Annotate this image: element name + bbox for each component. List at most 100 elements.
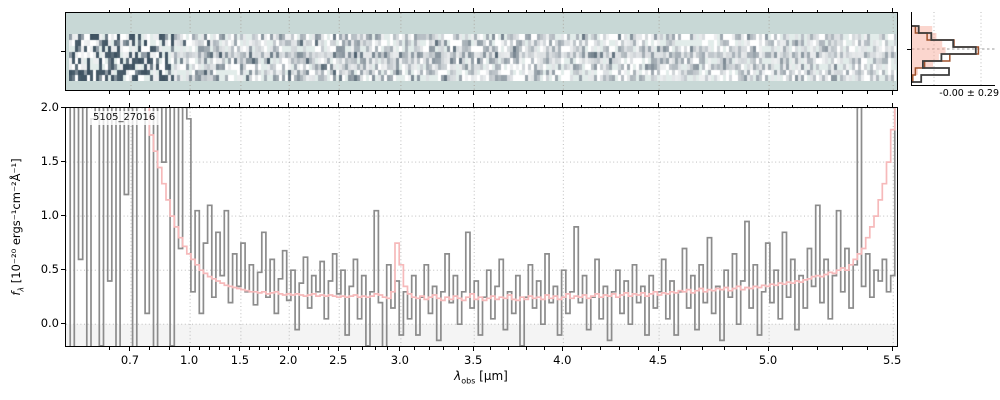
axis-tick	[399, 103, 401, 107]
axis-tick	[891, 347, 893, 351]
axis-tick	[745, 104, 747, 107]
axis-tick	[508, 104, 510, 107]
axis-tick	[767, 91, 769, 95]
spectrum-1d-panel	[65, 107, 898, 347]
y-axis-symbol: f	[9, 291, 23, 296]
axis-tick	[561, 347, 563, 351]
axis-tick	[109, 104, 111, 107]
axis-tick	[129, 347, 131, 351]
axis-tick	[723, 9, 725, 12]
axis-tick	[149, 347, 151, 350]
axis-tick	[278, 104, 280, 107]
axis-tick	[278, 347, 280, 350]
axis-tick	[208, 9, 210, 12]
axis-tick	[638, 9, 640, 12]
axis-tick	[337, 91, 339, 95]
axis-tick	[219, 104, 221, 107]
axis-tick	[168, 91, 170, 94]
axis-tick	[792, 347, 794, 350]
axis-tick	[307, 91, 309, 94]
x-axis-symbol: λ	[454, 369, 462, 383]
x-tick-label: 1.5	[230, 353, 250, 367]
axis-tick	[679, 91, 681, 94]
x-tick-label: 4.5	[648, 353, 668, 367]
axis-tick	[337, 103, 339, 107]
axis-tick	[443, 91, 445, 94]
x-axis-subscript: obs	[461, 376, 476, 386]
axis-tick	[767, 103, 769, 107]
axis-tick	[387, 347, 389, 350]
axis-tick	[317, 104, 319, 107]
axis-tick	[362, 104, 364, 107]
x-tick-label: 2.0	[279, 353, 298, 367]
y-tick-label: 0.5	[40, 261, 59, 276]
axis-tick	[817, 104, 819, 107]
axis-tick	[679, 104, 681, 107]
axis-tick	[842, 104, 844, 107]
axis-tick	[792, 91, 794, 94]
axis-tick	[258, 9, 260, 12]
axis-tick	[268, 347, 270, 350]
axis-tick	[508, 91, 510, 94]
axis-tick	[374, 91, 376, 94]
residual-histogram	[912, 12, 996, 86]
axis-tick	[443, 347, 445, 350]
y-tick-label: 0.0	[40, 315, 59, 330]
axis-tick	[198, 347, 200, 350]
axis-tick	[229, 9, 231, 12]
axis-tick	[239, 103, 241, 107]
axis-tick	[61, 160, 65, 162]
axis-tick	[561, 91, 563, 95]
axis-tick	[526, 347, 528, 350]
axis-tick	[580, 91, 582, 94]
axis-tick	[249, 347, 251, 350]
axis-tick	[600, 91, 602, 94]
axis-tick	[350, 347, 352, 350]
axis-tick	[723, 347, 725, 350]
axis-tick	[767, 347, 769, 351]
axis-tick	[249, 9, 251, 12]
axis-tick	[149, 104, 151, 107]
axis-tick	[239, 91, 241, 95]
axis-tick	[188, 347, 190, 351]
x-axis-label: λobs [μm]	[381, 369, 581, 385]
axis-tick	[129, 8, 131, 12]
axis-tick	[208, 91, 210, 94]
y-tick-label: 1.0	[40, 207, 59, 222]
axis-tick	[543, 91, 545, 94]
spectrum-2d-panel	[65, 12, 898, 91]
axis-tick	[109, 9, 111, 12]
axis-tick	[387, 91, 389, 94]
axis-tick	[317, 9, 319, 12]
axis-tick	[268, 9, 270, 12]
object-id-label: 5105_27016	[88, 111, 161, 125]
axis-tick	[842, 347, 844, 350]
axis-tick	[543, 104, 545, 107]
axis-tick	[297, 104, 299, 107]
axis-tick	[129, 91, 131, 95]
axis-tick	[490, 347, 492, 350]
x-tick-label: 4.0	[553, 353, 572, 367]
axis-tick	[526, 9, 528, 12]
axis-tick	[472, 103, 474, 107]
axis-tick	[399, 347, 401, 351]
axis-tick	[638, 347, 640, 350]
axis-tick	[543, 9, 545, 12]
noise-strip-canvas	[69, 34, 896, 81]
y-tick-label: 2.0	[40, 99, 59, 114]
axis-tick	[580, 104, 582, 107]
x-tick-label: 3.5	[464, 353, 483, 367]
axis-tick	[287, 91, 289, 95]
axis-tick	[258, 347, 260, 350]
axis-tick	[679, 347, 681, 350]
axis-tick	[208, 347, 210, 350]
axis-tick	[168, 347, 170, 350]
axis-tick	[817, 347, 819, 350]
axis-tick	[458, 9, 459, 12]
axis-tick	[327, 347, 329, 350]
axis-tick	[723, 91, 725, 94]
y-axis-label: fλ [10⁻²⁰ ergs⁻¹cm⁻²Å⁻¹]	[9, 77, 25, 377]
axis-tick	[297, 91, 299, 94]
axis-tick	[428, 9, 430, 12]
